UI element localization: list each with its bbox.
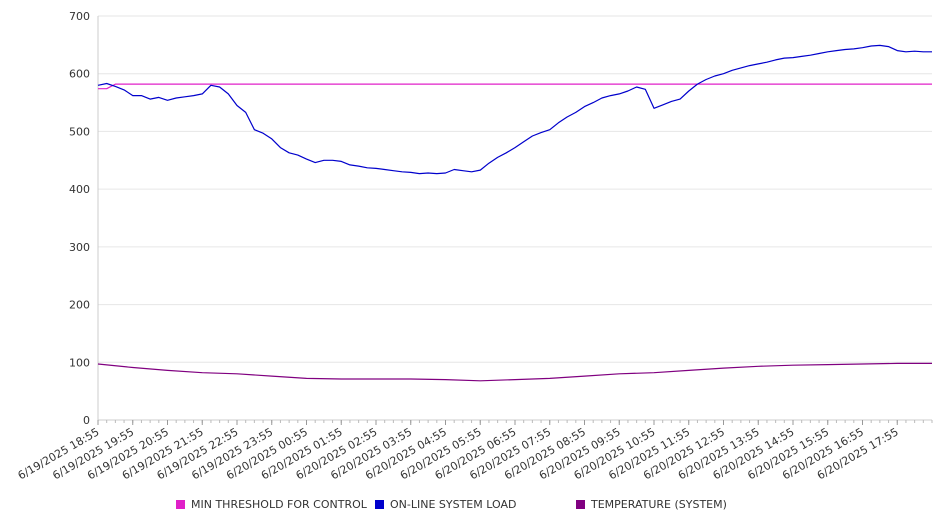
series-lines bbox=[97, 44, 932, 382]
series-line-1 bbox=[97, 44, 932, 175]
y-tick-label-500: 500 bbox=[69, 125, 90, 138]
y-tick-label-700: 700 bbox=[69, 10, 90, 23]
series-line-0 bbox=[98, 83, 932, 90]
series-line-2 bbox=[97, 362, 932, 382]
y-tick-label-100: 100 bbox=[69, 356, 90, 369]
legend-swatch bbox=[576, 500, 585, 509]
y-axis: 0 100 200 300 400 500 600 700 bbox=[69, 10, 99, 427]
y-tick-label-400: 400 bbox=[69, 183, 90, 196]
y-tick-label-600: 600 bbox=[69, 68, 90, 81]
legend-swatch bbox=[375, 500, 384, 509]
x-axis: 6/19/2025 18:556/19/2025 19:556/19/2025 … bbox=[16, 419, 933, 482]
legend-swatch bbox=[176, 500, 185, 509]
legend-label: MIN THRESHOLD FOR CONTROL bbox=[191, 498, 367, 511]
grid bbox=[98, 15, 932, 363]
legend-label: TEMPERATURE (SYSTEM) bbox=[591, 498, 727, 511]
y-tick-label-0: 0 bbox=[83, 414, 90, 427]
legend-item-1[interactable]: ON-LINE SYSTEM LOAD bbox=[375, 498, 516, 511]
legend-item-0[interactable]: MIN THRESHOLD FOR CONTROL bbox=[176, 498, 367, 511]
y-tick-label-200: 200 bbox=[69, 299, 90, 312]
legend-item-2[interactable]: TEMPERATURE (SYSTEM) bbox=[576, 498, 727, 511]
legend: MIN THRESHOLD FOR CONTROL ON-LINE SYSTEM … bbox=[0, 498, 946, 514]
line-chart: 0 100 200 300 400 500 600 700 6/19/2025 18:556/… bbox=[16, 10, 933, 482]
legend-label: ON-LINE SYSTEM LOAD bbox=[390, 498, 517, 511]
y-tick-label-300: 300 bbox=[69, 241, 90, 254]
